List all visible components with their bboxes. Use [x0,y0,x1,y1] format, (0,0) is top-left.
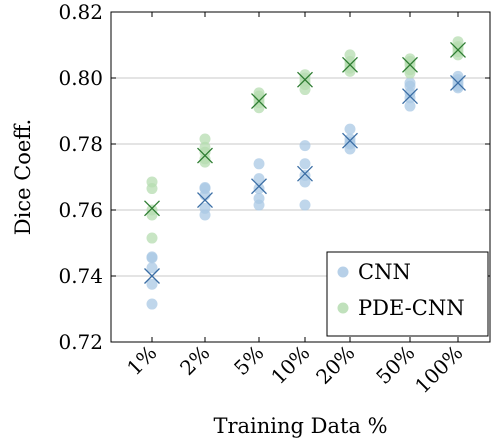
pde-cnn-point [253,87,265,99]
cnn-point [253,192,265,204]
mean-stroke [144,268,160,284]
mean-stroke [251,93,267,110]
cnn-point [344,123,356,135]
cnn-point [299,140,311,152]
pde-cnn-point [404,53,416,65]
pde-cnn-point [146,176,158,188]
cnn-mean-marker [251,178,267,195]
cnn-point [253,183,265,195]
y-tick-label: 0.80 [58,66,103,90]
mean-stroke [342,132,358,149]
pde-cnn-point [199,141,211,153]
pde-cnn-mean-marker [144,200,160,217]
pde-cnn-point [146,204,158,216]
cnn-mean-marker [402,88,418,105]
pde-cnn-mean-marker [450,41,466,58]
y-tick-label: 0.72 [58,330,103,354]
mean-stroke [297,165,313,182]
mean-stroke [402,88,418,105]
x-tick-label: 20% [311,341,359,389]
y-tick-label: 0.76 [58,198,103,222]
legend-label-cnn: CNN [358,260,411,284]
legend-marker-cnn [337,266,349,278]
x-axis-label: Training Data % [213,414,387,438]
mean-stroke [197,147,213,164]
cnn-point [299,158,311,170]
legend-box [326,251,489,337]
cnn-point [404,100,416,112]
pde-cnn-mean-marker [297,71,313,88]
x-tick-label: 5% [229,341,268,380]
y-tick-label: 0.78 [58,132,103,156]
cnn-point [199,182,211,194]
pde-cnn-mean-marker [197,147,213,164]
plot-area-frame [110,11,491,343]
cnn-mean-marker [197,192,213,209]
mean-stroke [144,200,160,217]
legend: CNN PDE-CNN [326,251,489,337]
cnn-point [299,169,311,181]
y-axis-label: Dice Coeff. [11,119,35,235]
pde-cnn-mean-marker [251,93,267,110]
x-tick-label: 10% [266,341,314,389]
cnn-point [253,173,265,185]
cnn-point [452,70,464,82]
pde-cnn-point [299,69,311,81]
cnn-point [199,202,211,214]
mean-stroke [297,71,313,88]
mean-stroke [402,56,418,73]
x-tick-label: 100% [410,341,467,398]
cnn-mean-marker [144,268,160,284]
pde-cnn-point [344,49,356,61]
legend-label-pde-cnn: PDE-CNN [358,296,465,320]
pde-cnn-point [452,36,464,48]
mean-stroke [197,192,213,209]
cnn-point [146,298,158,310]
cnn-mean-marker [450,74,466,91]
cnn-point [146,278,158,290]
x-tick-label: 1% [122,341,161,380]
mean-stroke [450,41,466,58]
pde-cnn-mean-marker [402,56,418,73]
axis-ticks [111,11,490,343]
legend-marker-pde-cnn [337,302,349,314]
cnn-mean-marker [342,132,358,149]
cnn-point [146,262,158,274]
y-tick-label: 0.74 [58,264,103,288]
cnn-point [299,199,311,211]
cnn-point [253,158,265,170]
pde-cnn-mean-marker [342,56,358,73]
cnn-point [146,251,158,263]
cnn-point [344,133,356,145]
mean-stroke [251,178,267,195]
pde-cnn-point [146,232,158,244]
y-tick-label: 0.82 [58,0,103,24]
x-tick-labels: 1% 2% 5%10%20% 50%100% [122,341,467,398]
cnn-point [404,77,416,89]
pde-cnn-point [199,133,211,145]
cnn-mean-marker [297,165,313,182]
x-tick-label: 2% [175,341,214,380]
mean-markers [144,41,466,284]
mean-stroke [342,56,358,73]
mean-stroke [450,74,466,91]
y-tick-labels: 0.72 0.74 0.76 0.78 0.80 0.82 [58,0,103,354]
